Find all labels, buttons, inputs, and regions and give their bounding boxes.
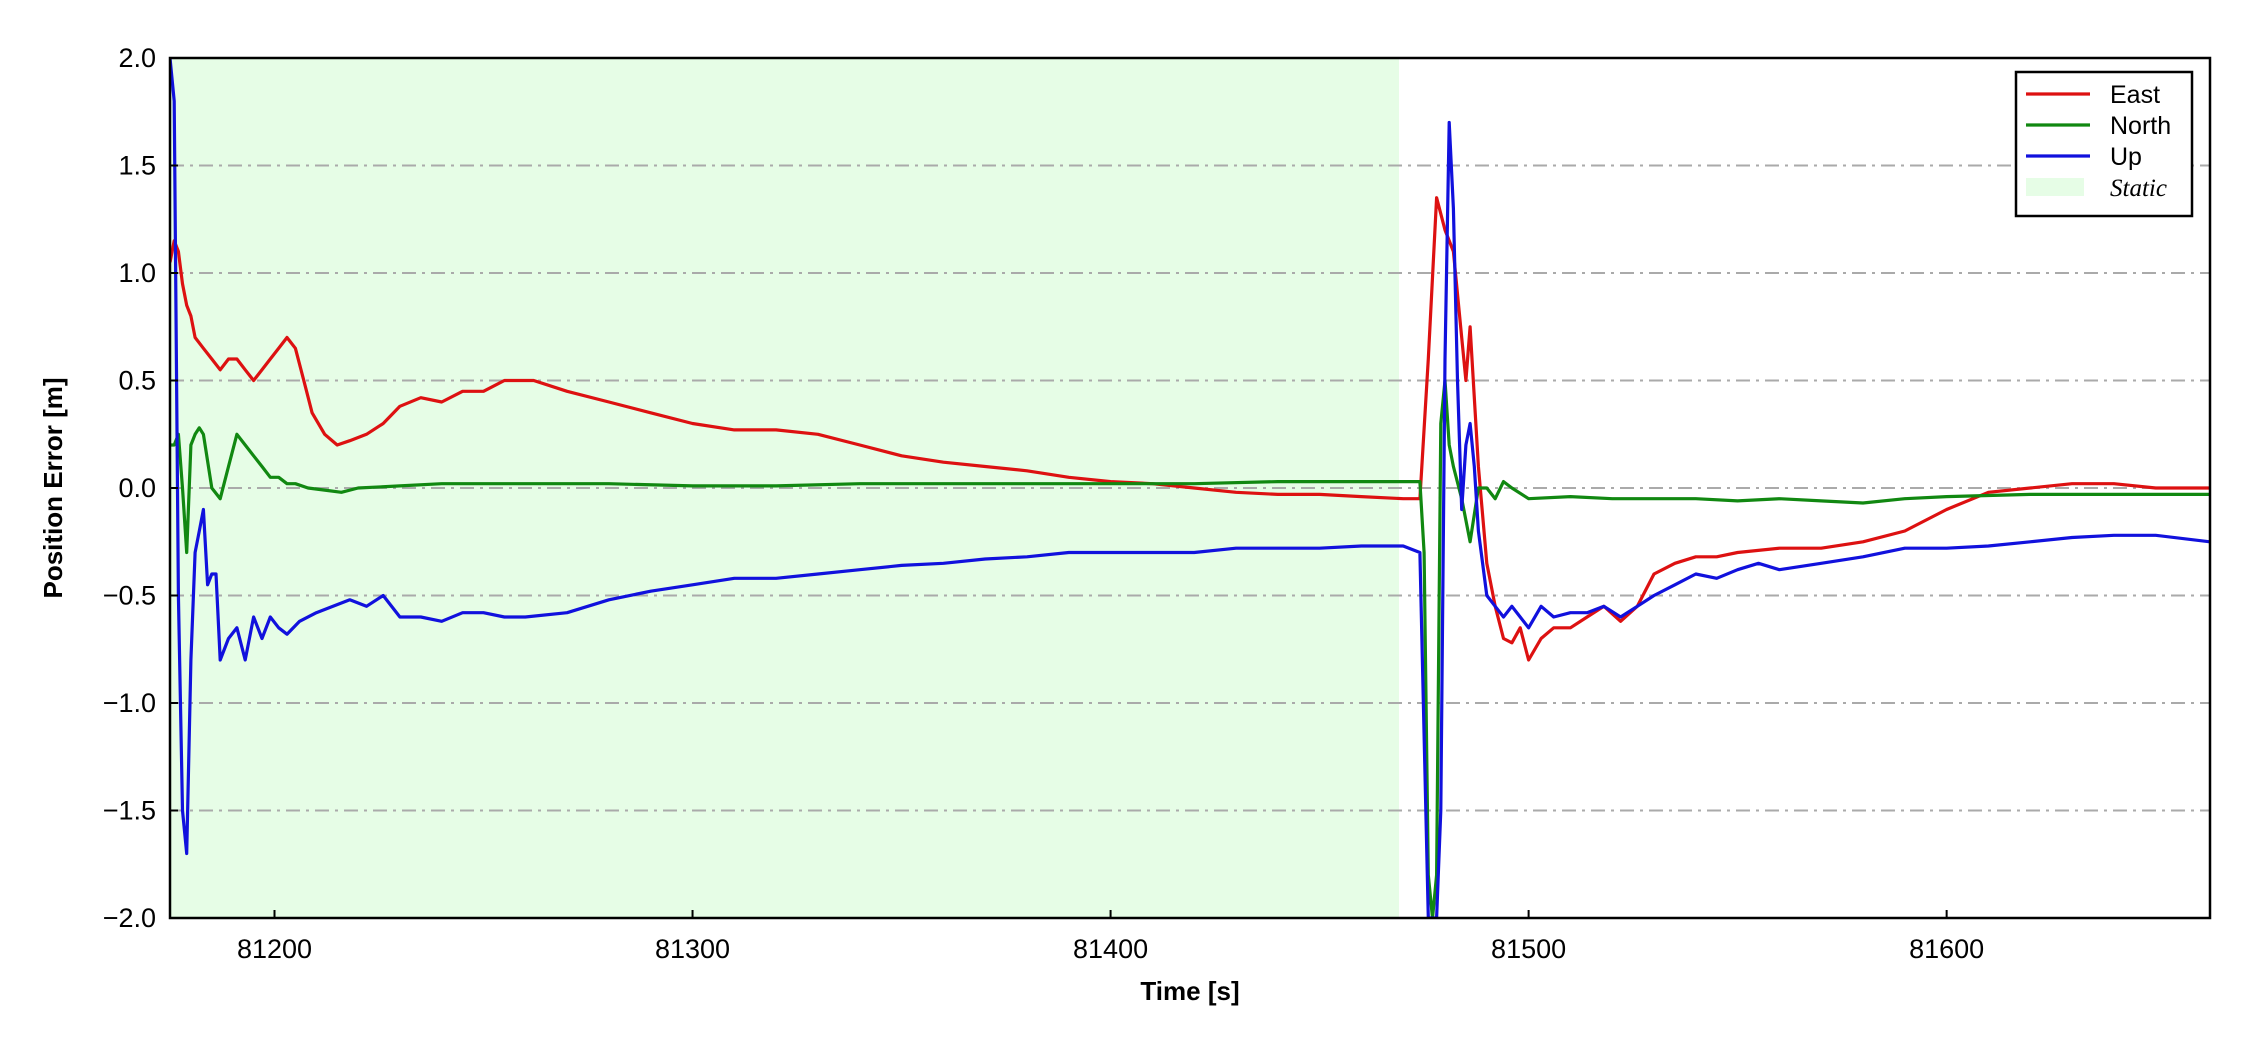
- legend-label-east: East: [2110, 81, 2160, 109]
- y-tick-label: −1.5: [103, 796, 156, 826]
- y-tick-label: 0.5: [118, 366, 156, 396]
- series-line-up: [170, 58, 2210, 918]
- y-axis-label: Position Error [m]: [38, 377, 68, 598]
- x-tick-label: 81300: [655, 934, 730, 964]
- y-tick-label: −0.5: [103, 581, 156, 611]
- legend-label-static: Static: [2110, 175, 2167, 202]
- y-axis-ticks: −2.0 −1.5 −1.0 −0.5 0.0 0.5 1.0 1.5 2.0: [103, 43, 178, 933]
- legend: East North Up Static: [2014, 70, 2194, 218]
- legend-items: East North Up Static: [2026, 81, 2171, 202]
- legend-label-north: North: [2110, 112, 2171, 140]
- y-tick-label: 2.0: [118, 43, 156, 73]
- legend-label-up: Up: [2110, 143, 2142, 171]
- x-tick-label: 81600: [1909, 934, 1984, 964]
- series-points-north: [170, 380, 2210, 918]
- x-axis-ticks: 81200 81300 81400 81500 81600: [237, 910, 1984, 964]
- series-layer: [170, 58, 2210, 918]
- legend-swatch-static: [2026, 178, 2084, 196]
- x-tick-label: 81200: [237, 934, 312, 964]
- x-axis-label: Time [s]: [1140, 976, 1239, 1006]
- series-line-east: [170, 196, 2210, 662]
- y-tick-label: −1.0: [103, 688, 156, 718]
- x-tick-label: 81500: [1491, 934, 1566, 964]
- x-tick-label: 81400: [1073, 934, 1148, 964]
- y-tick-label: −2.0: [103, 903, 156, 933]
- y-tick-label: 0.0: [118, 473, 156, 503]
- y-tick-label: 1.5: [118, 151, 156, 181]
- y-tick-label: 1.0: [118, 258, 156, 288]
